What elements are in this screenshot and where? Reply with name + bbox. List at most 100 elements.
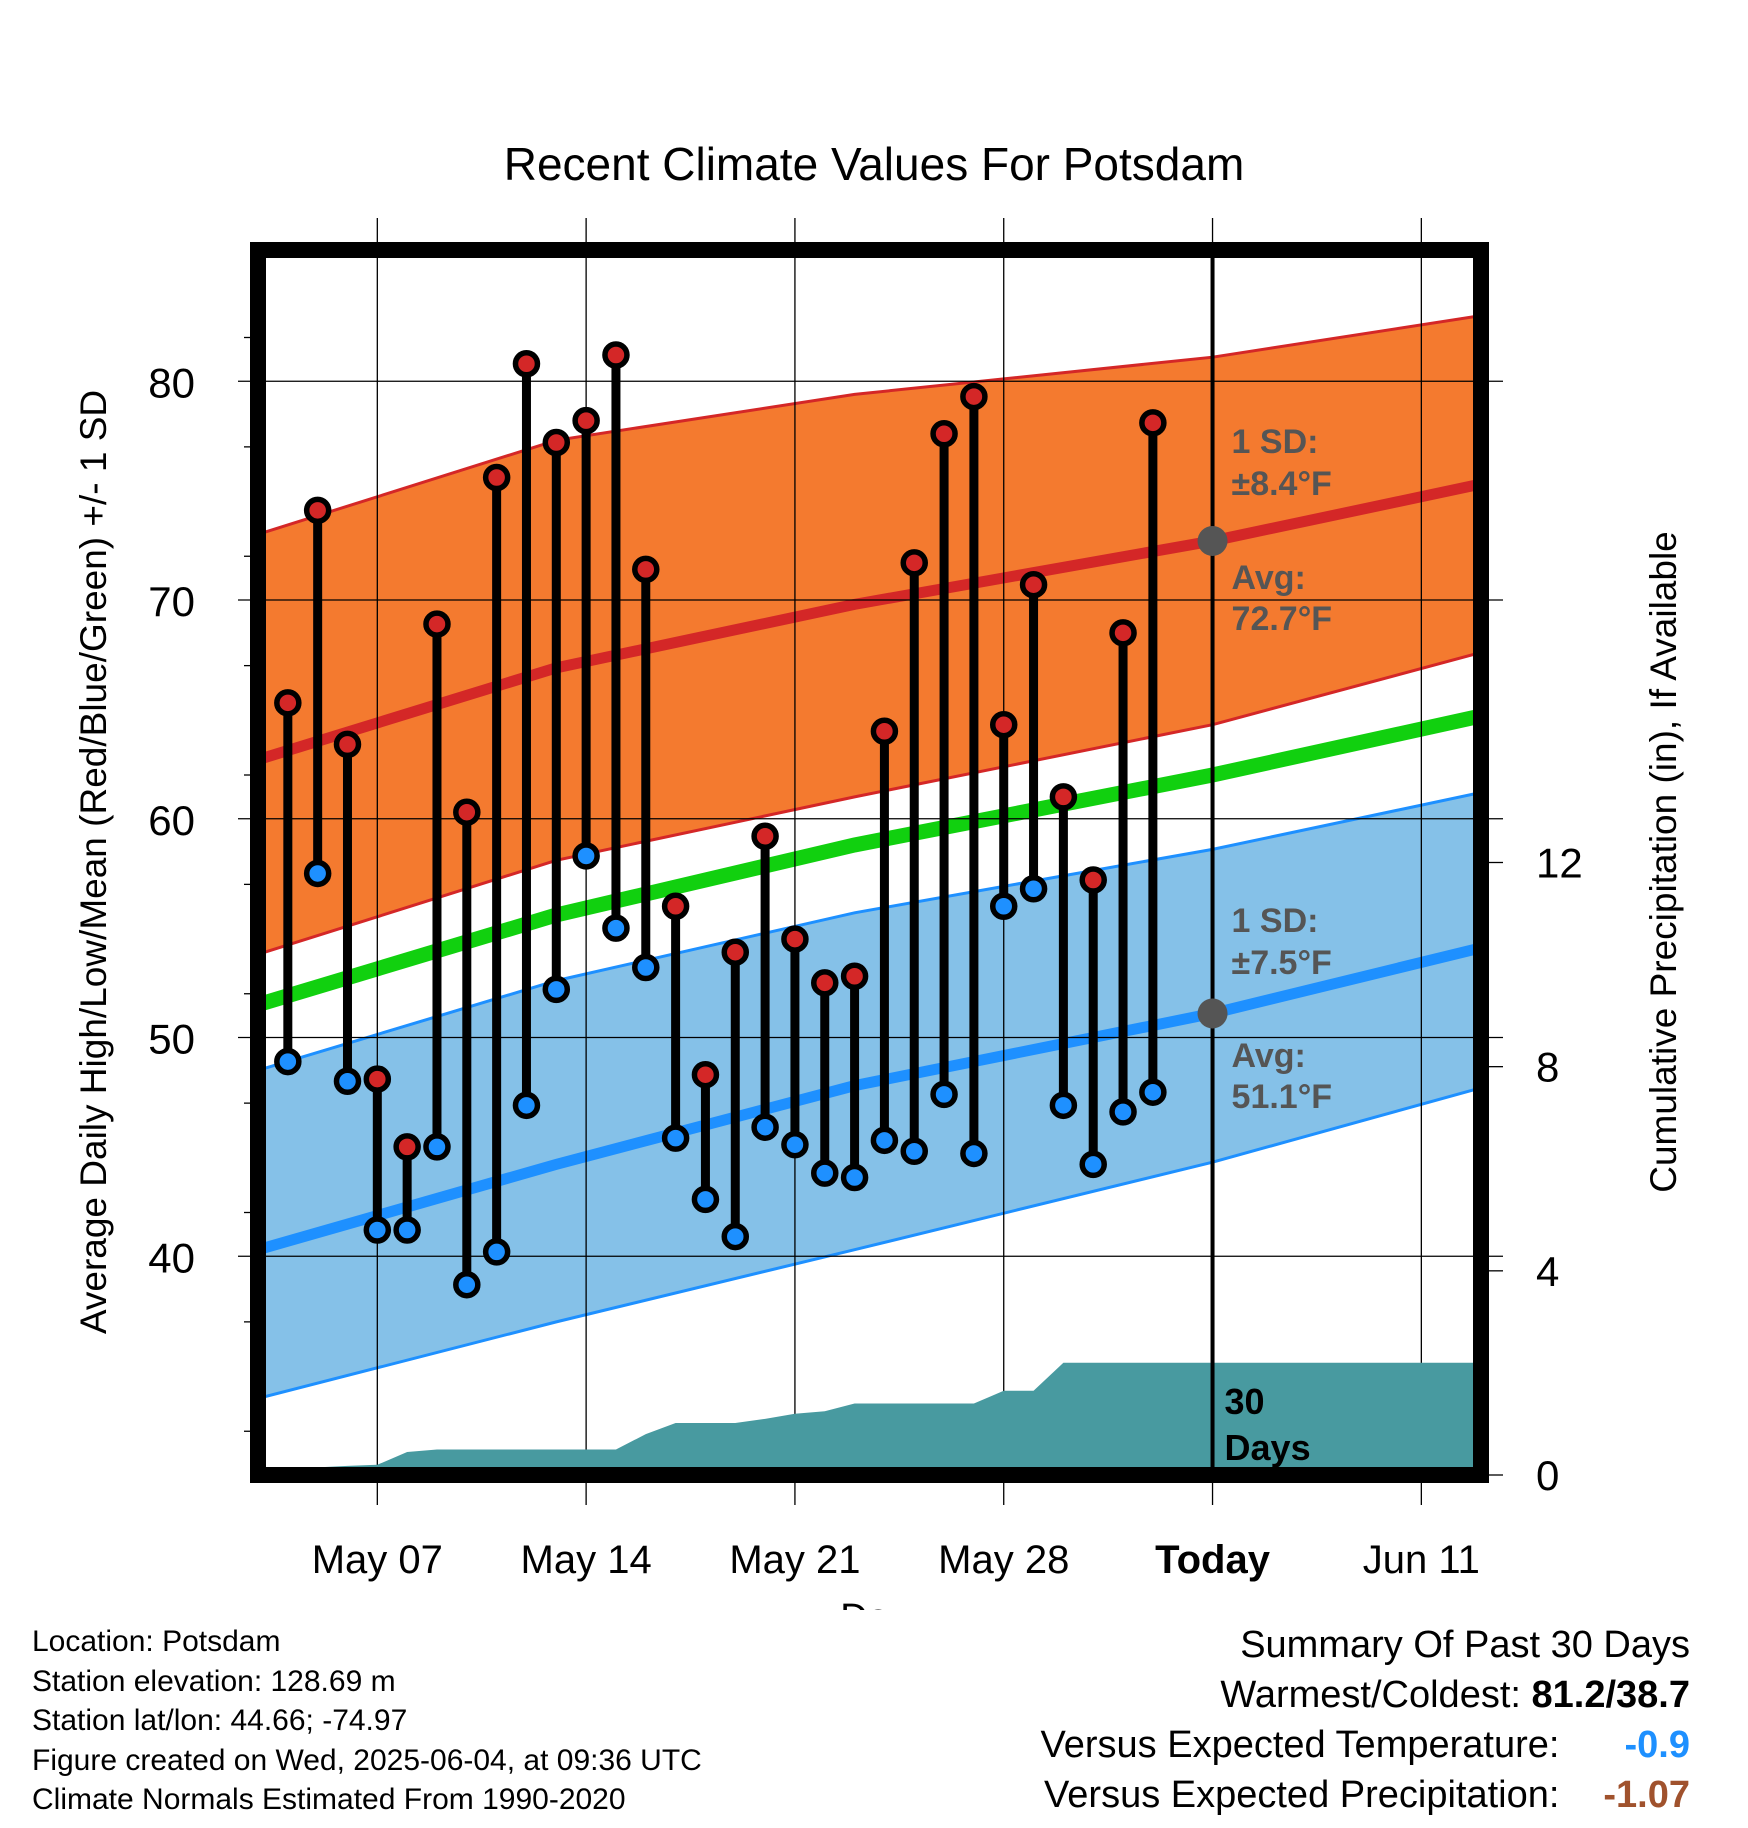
- daily-low-marker: [751, 1113, 779, 1141]
- y-tick-label: 70: [148, 578, 195, 625]
- x-axis-label: Day: [840, 1597, 908, 1610]
- x-tick-label: May 14: [521, 1538, 652, 1582]
- daily-high-marker: [900, 549, 928, 577]
- daily-low-marker: [900, 1137, 928, 1165]
- daily-low-marker: [333, 1067, 362, 1095]
- temp-departure-row: Versus Expected Temperature: -0.9: [1041, 1720, 1690, 1770]
- y2-tick-label: 0: [1536, 1452, 1559, 1499]
- x-tick-label: May 21: [729, 1538, 860, 1582]
- normals-text: Climate Normals Estimated From 1990-2020: [32, 1783, 626, 1816]
- precip-departure-row: Versus Expected Precipitation: -1.07: [1041, 1770, 1690, 1820]
- daily-low-marker: [542, 975, 571, 1004]
- daily-low-marker: [1079, 1150, 1107, 1179]
- daily-high-marker: [721, 938, 750, 966]
- daily-low-marker: [870, 1126, 899, 1155]
- station-info: Location: Potsdam Station elevation: 128…: [32, 1622, 702, 1820]
- daily-low-marker: [811, 1159, 839, 1187]
- daily-low-marker: [1019, 875, 1048, 903]
- precip-departure-label: Versus Expected Precipitation:: [1044, 1774, 1560, 1816]
- daily-low-marker: [989, 892, 1018, 920]
- daily-high-marker: [274, 689, 302, 717]
- daily-low-marker: [482, 1238, 511, 1266]
- daily-values: [274, 250, 1215, 1475]
- summary-title: Summary Of Past 30 Days: [1240, 1624, 1690, 1666]
- summary-panel: Summary Of Past 30 Days Warmest/Coldest:…: [1041, 1620, 1690, 1820]
- y-tick-label: 80: [148, 359, 195, 406]
- location-text: Location: Potsdam: [32, 1625, 281, 1658]
- daily-high-marker: [751, 822, 779, 850]
- daily-high-marker: [989, 710, 1018, 739]
- high-avg-value: 72.7°F: [1232, 600, 1333, 638]
- daily-high-marker: [632, 555, 660, 584]
- low-sd-label: 1 SD:: [1232, 902, 1319, 940]
- y-tick-label: 40: [148, 1234, 195, 1281]
- daily-high-marker: [1139, 409, 1167, 437]
- mean-line: [258, 708, 1481, 1012]
- low-upper-line: [258, 791, 1481, 1072]
- daily-high-marker: [1019, 570, 1048, 599]
- y2-axis-label: Cumulative Precipitation (in), If Availa…: [1643, 531, 1684, 1193]
- precip-days-label: Days: [1225, 1427, 1311, 1468]
- high-upper-line: [258, 314, 1481, 536]
- daily-high-marker: [691, 1060, 720, 1089]
- daily-low-marker: [632, 953, 660, 982]
- daily-high-marker: [870, 717, 899, 745]
- daily-low-marker: [1109, 1098, 1137, 1126]
- daily-low-marker: [930, 1080, 958, 1109]
- temp-departure-label: Versus Expected Temperature:: [1040, 1724, 1560, 1766]
- warmest-coldest-value: 81.2/38.7: [1531, 1674, 1690, 1716]
- low-lower-line: [258, 1086, 1481, 1400]
- axes: 40 50 60 70 80 0 4 8 12 May 07 May 14 May 21 May 28 T…: [148, 336, 1583, 1582]
- y-tick-label: 50: [148, 1016, 195, 1063]
- today-high-normal-point: [1197, 525, 1228, 556]
- high-sd-band: [258, 315, 1481, 955]
- plot-frame: [250, 242, 1489, 1483]
- y-tick-label: 60: [148, 797, 195, 844]
- daily-high-marker: [602, 341, 630, 369]
- chart-title: Recent Climate Values For Potsdam: [504, 138, 1245, 190]
- daily-high-marker: [661, 892, 690, 920]
- daily-low-marker: [303, 859, 332, 888]
- low-sd-value: ±7.5°F: [1232, 944, 1332, 982]
- x-tick-label: Jun 11: [1363, 1538, 1480, 1582]
- daily-high-marker: [453, 798, 481, 826]
- daily-high-marker: [1049, 783, 1078, 811]
- low-avg-label: Avg:: [1232, 1037, 1306, 1075]
- daily-high-marker: [960, 382, 988, 411]
- high-avg-label: Avg:: [1232, 559, 1306, 597]
- warmest-coldest-label: Warmest/Coldest:: [1220, 1674, 1521, 1716]
- temp-departure-value: -0.9: [1624, 1724, 1690, 1766]
- daily-low-marker: [840, 1163, 869, 1192]
- daily-low-marker: [721, 1222, 750, 1251]
- daily-low-marker: [274, 1047, 302, 1076]
- daily-high-marker: [840, 962, 869, 990]
- latlon-text: Station lat/lon: 44.66; -74.97: [32, 1704, 408, 1737]
- y2-tick-label: 12: [1536, 840, 1583, 887]
- daily-low-marker: [602, 914, 630, 942]
- daily-high-marker: [423, 610, 451, 638]
- precip-departure-value: -1.07: [1603, 1774, 1690, 1816]
- daily-low-marker: [512, 1091, 541, 1120]
- high-mean-line: [258, 478, 1481, 765]
- high-lower-line: [258, 651, 1481, 956]
- daily-low-marker: [1049, 1091, 1078, 1120]
- low-sd-band: [258, 792, 1481, 1399]
- precip-area: [287, 1362, 1481, 1475]
- daily-high-marker: [303, 496, 332, 525]
- daily-high-marker: [1079, 866, 1107, 894]
- daily-low-marker: [393, 1216, 421, 1244]
- daily-low-marker: [691, 1185, 720, 1214]
- daily-high-marker: [572, 406, 600, 435]
- daily-high-marker: [542, 428, 571, 457]
- daily-low-marker: [781, 1130, 809, 1159]
- low-avg-value: 51.1°F: [1232, 1078, 1333, 1116]
- daily-low-marker: [572, 842, 600, 870]
- daily-low-marker: [423, 1133, 451, 1161]
- daily-high-marker: [512, 350, 541, 378]
- daily-high-marker: [393, 1133, 421, 1161]
- daily-low-marker: [363, 1216, 392, 1244]
- precipitation-area: [287, 1362, 1481, 1475]
- created-text: Figure created on Wed, 2025-06-04, at 09…: [32, 1743, 702, 1777]
- today-low-normal-point: [1197, 998, 1228, 1029]
